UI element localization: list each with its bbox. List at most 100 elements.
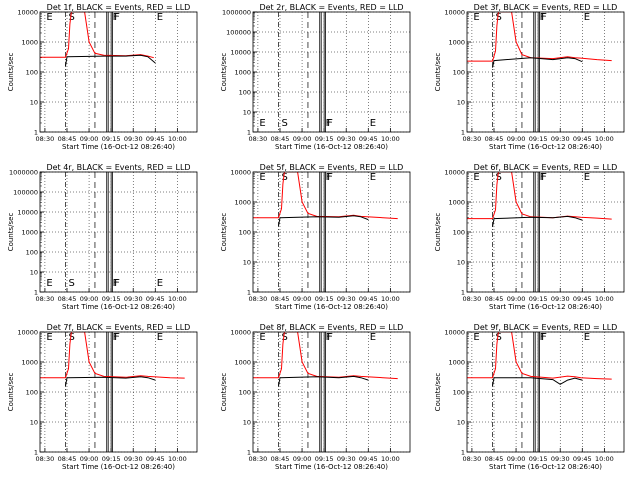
- y-tick-label: 1: [34, 449, 38, 457]
- plot-frame: [39, 331, 198, 453]
- x-tick-label: 09:45: [573, 295, 592, 303]
- x-tick-label: 09:30: [337, 135, 356, 143]
- y-tick-label: 100: [239, 229, 251, 237]
- y-tick-label: 1000000: [9, 169, 38, 177]
- y-axis-label: Counts/sec: [7, 373, 15, 412]
- x-tick-label: 08:45: [58, 455, 77, 463]
- panel-title: Det 5f, BLACK = Events, RED = LLD: [260, 163, 404, 172]
- x-tick-label: 09:30: [337, 455, 356, 463]
- flag-label: S: [281, 172, 287, 183]
- x-tick-label: 09:30: [551, 455, 570, 463]
- x-tick-label: 08:30: [36, 455, 55, 463]
- y-tick-label: 10: [243, 259, 251, 267]
- y-tick-label: 10: [30, 99, 38, 107]
- x-tick-label: 09:00: [293, 455, 312, 463]
- y-axis-label: Counts/sec: [434, 53, 442, 92]
- x-tick-label: 10:00: [595, 135, 614, 143]
- x-tick-label: 09:30: [124, 135, 143, 143]
- series-lld-line: [467, 172, 612, 220]
- flag-label: E: [584, 332, 590, 343]
- flag-label: E: [370, 172, 376, 183]
- flag-label: E: [157, 12, 163, 23]
- x-axis-label: Start Time (16-Oct-12 08:26:40): [489, 463, 602, 471]
- x-tick-label: 09:45: [146, 455, 165, 463]
- flag-label: E: [370, 118, 376, 129]
- x-tick-label: 08:30: [249, 455, 268, 463]
- panel-title: Det 1f, BLACK = Events, RED = LLD: [47, 3, 191, 12]
- x-tick-label: 10:00: [168, 295, 187, 303]
- x-tick-label: 09:15: [315, 295, 334, 303]
- flag-label: E: [473, 332, 479, 343]
- x-tick-label: 09:15: [529, 455, 548, 463]
- x-tick-label: 10:00: [168, 135, 187, 143]
- y-tick-label: 10: [30, 269, 38, 277]
- y-tick-label: 10000: [17, 9, 38, 17]
- flag-label: S: [281, 118, 287, 129]
- x-tick-label: 08:30: [249, 295, 268, 303]
- y-tick-label: 100: [453, 389, 465, 397]
- x-tick-label: 08:45: [271, 135, 290, 143]
- y-tick-label: 1000: [21, 39, 38, 47]
- y-tick-label: 100: [453, 229, 465, 237]
- y-tick-label: 100: [239, 89, 251, 97]
- x-tick-label: 09:15: [529, 295, 548, 303]
- flag-label: F: [113, 12, 119, 23]
- x-tick-label: 09:30: [551, 135, 570, 143]
- panel-det-6: Det 6f, BLACK = Events, RED = LLD 08:30 08…: [434, 163, 625, 311]
- y-axis-label: Counts/sec: [220, 373, 228, 412]
- y-tick-label: 1: [247, 129, 251, 137]
- panel-title: Det 6f, BLACK = Events, RED = LLD: [474, 163, 618, 172]
- flag-label: S: [495, 332, 501, 343]
- y-tick-label: 1: [247, 289, 251, 297]
- flag-label: F: [114, 12, 120, 23]
- series-lld-line: [40, 332, 185, 379]
- series-events-line: [65, 376, 156, 386]
- series-events-line: [492, 377, 583, 386]
- x-tick-label: 10:00: [595, 295, 614, 303]
- flag-label: S: [281, 332, 287, 343]
- plot-frame: [466, 331, 625, 453]
- x-tick-label: 09:45: [359, 135, 378, 143]
- y-tick-label: 10: [243, 419, 251, 427]
- panel-title: Det 9f, BLACK = Events, RED = LLD: [474, 323, 618, 332]
- panel-title: Det 2r, BLACK = Events, RED = LLD: [259, 3, 403, 12]
- x-tick-label: 09:15: [102, 135, 121, 143]
- x-tick-label: 09:15: [315, 455, 334, 463]
- x-axis-label: Start Time (16-Oct-12 08:26:40): [62, 143, 175, 151]
- series-lld-line: [253, 332, 398, 380]
- y-axis-label: Counts/sec: [7, 53, 15, 92]
- x-tick-label: 08:45: [58, 295, 77, 303]
- flag-label: S: [68, 332, 74, 343]
- y-tick-label: 100: [26, 389, 38, 397]
- flag-label: F: [114, 278, 120, 289]
- x-tick-label: 09:00: [80, 455, 99, 463]
- x-tick-label: 08:30: [463, 455, 482, 463]
- flag-label: F: [113, 278, 119, 289]
- panel-det-9: Det 9f, BLACK = Events, RED = LLD 08:30 08…: [434, 323, 625, 471]
- flag-label: E: [46, 278, 52, 289]
- flag-label: F: [540, 332, 546, 343]
- x-tick-label: 09:00: [80, 135, 99, 143]
- series-events-line: [492, 57, 583, 68]
- flag-label: E: [370, 332, 376, 343]
- y-tick-label: 1000: [448, 199, 465, 207]
- panel-det-4: Det 4r, BLACK = Events, RED = LLD 08:30 08…: [7, 163, 198, 311]
- y-axis-label: Counts/sec: [434, 213, 442, 252]
- x-tick-label: 09:00: [293, 135, 312, 143]
- series-lld-line: [40, 12, 154, 59]
- y-tick-label: 1: [461, 129, 465, 137]
- flag-label: F: [540, 172, 546, 183]
- flag-label: F: [326, 118, 332, 129]
- x-tick-label: 09:15: [315, 135, 334, 143]
- y-tick-label: 10000: [444, 329, 465, 337]
- panel-det-1: Det 1f, BLACK = Events, RED = LLD 08:30 08…: [7, 3, 198, 151]
- flag-label: S: [68, 12, 74, 23]
- x-tick-label: 10:00: [381, 135, 400, 143]
- series-events-line: [65, 54, 156, 66]
- y-tick-label: 1000: [234, 69, 251, 77]
- x-axis-label: Start Time (16-Oct-12 08:26:40): [62, 463, 175, 471]
- x-axis-label: Start Time (16-Oct-12 08:26:40): [489, 143, 602, 151]
- x-tick-label: 09:30: [551, 295, 570, 303]
- plot-frame: [252, 331, 411, 453]
